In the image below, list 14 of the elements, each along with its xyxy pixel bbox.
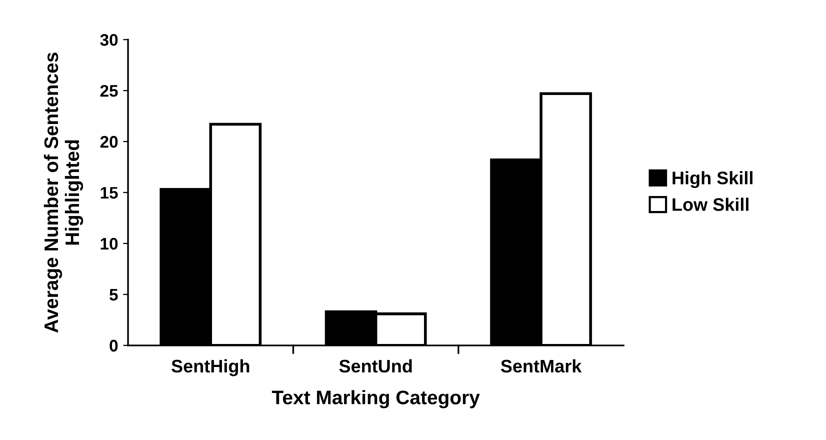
y-tick-label: 20 [100,136,118,148]
x-axis-title: Text Marking Category [272,390,480,408]
y-tick-label: 25 [100,84,118,97]
legend-label: Low Skill [672,198,748,211]
y-tick-label: 10 [100,238,118,250]
y-tick-label: 5 [110,289,118,301]
x-tick-label: SentMark [500,359,582,373]
y-axis-title: Average Number of Sentences Highlighted [44,52,84,333]
y-tick-label: 15 [100,187,118,199]
y-tick-label: 30 [100,34,118,46]
x-tick-label: SentUnd [339,359,412,373]
legend-label: High Skill [672,171,752,188]
y-tick-label: 0 [110,340,118,352]
x-tick-label: SentHigh [172,359,250,376]
